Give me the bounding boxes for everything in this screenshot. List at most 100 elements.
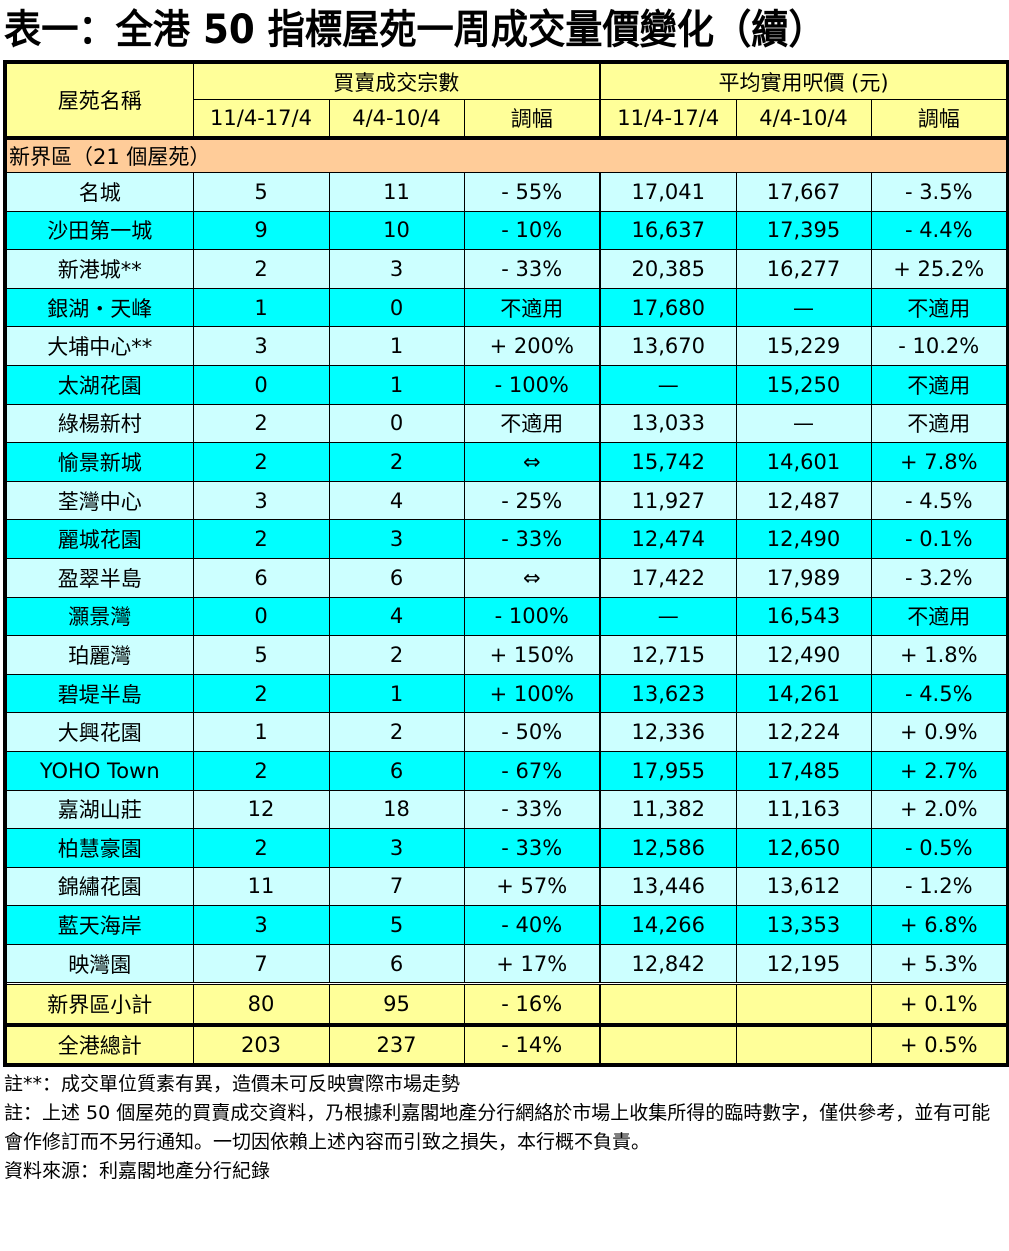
- estate-name-cell: 錦繡花園: [3, 866, 194, 907]
- tx-previous-cell: 7: [328, 866, 465, 907]
- px-previous-cell: 12,224: [735, 712, 872, 752]
- section-new-territories: 新界區（21 個屋苑）: [3, 136, 1009, 173]
- px-previous-cell: 12,490: [735, 519, 872, 559]
- table-row: 麗城花園 2 3- 33% 12,474 12,490- 0.1%: [3, 519, 1009, 559]
- table-row: 大興花園 1 2- 50% 12,336 12,224 + 0.9%: [3, 712, 1009, 752]
- table-row: 愉景新城 2 2 ⇔ 15,742 14,601 + 7.8%: [3, 442, 1009, 482]
- px-change-cell: - 4.5%: [870, 673, 1009, 714]
- tx-previous-cell: 5: [328, 905, 465, 945]
- tx-current-cell: 3: [192, 326, 330, 366]
- estate-name-cell: 太湖花園: [3, 364, 194, 405]
- table-row: 綠楊新村 2 0 不適用 13,033— 不適用: [3, 403, 1009, 444]
- total-row: 全港總計 203 237- 14% + 0.5%: [3, 1023, 1009, 1068]
- px-current-cell: 13,033: [599, 403, 737, 444]
- page-title: 表一：全港 50 指標屋苑一周成交量價變化（續）: [4, 7, 826, 53]
- tx-previous-cell: 3: [328, 519, 465, 559]
- px-previous-cell: 14,261: [735, 673, 872, 714]
- px-previous-cell: 17,989: [735, 557, 872, 598]
- tx-previous-cell: 237: [328, 1023, 465, 1068]
- tx-previous-cell: 10: [328, 210, 465, 251]
- px-current-cell: 17,680: [599, 287, 737, 328]
- tx-previous-cell: 4: [328, 480, 465, 521]
- px-change-cell: 不適用: [870, 364, 1009, 405]
- tx-current-cell: 1: [192, 287, 330, 328]
- tx-current-cell: 2: [192, 828, 330, 868]
- tx-previous-cell: 0: [328, 287, 465, 328]
- table-row: 銀湖・天峰 1 0 不適用 17,680— 不適用: [3, 287, 1009, 328]
- px-current-cell: 17,041: [599, 172, 737, 212]
- px-change-cell: - 10.2%: [870, 326, 1009, 366]
- tx-change-cell: + 100%: [463, 673, 601, 714]
- estate-name-cell: 大埔中心**: [3, 326, 194, 366]
- table-row: 太湖花園 0 1- 100% —15,250 不適用: [3, 364, 1009, 405]
- tx-current-cell: 2: [192, 750, 330, 791]
- px-current-cell: 12,474: [599, 519, 737, 559]
- tx-change-cell: + 57%: [463, 866, 601, 907]
- tx-previous-cell: 6: [328, 750, 465, 791]
- estate-name-cell: 灝景灣: [3, 596, 194, 637]
- estate-name-cell: 柏慧豪園: [3, 828, 194, 868]
- px-previous-cell: 13,353: [735, 905, 872, 945]
- px-change-cell: - 4.5%: [870, 480, 1009, 521]
- tx-change-cell: ⇔: [463, 557, 601, 598]
- px-previous-cell: —: [735, 287, 872, 328]
- px-change-cell: - 3.5%: [870, 172, 1009, 212]
- tx-previous-cell: 18: [328, 789, 465, 830]
- px-current-cell: 11,927: [599, 480, 737, 521]
- px-change-cell: + 0.1%: [870, 982, 1009, 1026]
- px-previous-cell: 12,195: [735, 943, 872, 985]
- px-current-cell: 12,842: [599, 943, 737, 985]
- px-change-cell: + 5.3%: [870, 943, 1009, 985]
- tx-current-cell: 2: [192, 442, 330, 482]
- tx-current-cell: 3: [192, 480, 330, 521]
- px-current-cell: [599, 1023, 737, 1068]
- px-current-cell: 12,586: [599, 828, 737, 868]
- tx-change-cell: + 17%: [463, 943, 601, 985]
- table-row: 荃灣中心 3 4- 25% 11,927 12,487- 4.5%: [3, 480, 1009, 521]
- tx-previous-cell: 1: [328, 326, 465, 366]
- tx-current-cell: 5: [192, 635, 330, 675]
- table-row: 碧堤半島 2 1 + 100% 13,623 14,261- 4.5%: [3, 673, 1009, 714]
- table-row: 映灣園 7 6 + 17% 12,842 12,195 + 5.3%: [3, 943, 1009, 985]
- px-previous-cell: [735, 1023, 872, 1068]
- tx-current-cell: 6: [192, 557, 330, 598]
- table-row: 灝景灣 0 4- 100% —16,543 不適用: [3, 596, 1009, 637]
- table-row: 大埔中心** 3 1 + 200% 13,670 15,229- 10.2%: [3, 326, 1009, 366]
- px-previous-cell: 11,163: [735, 789, 872, 830]
- tx-previous-cell: 1: [328, 673, 465, 714]
- header-group-price: 平均實用呎價 (元): [599, 60, 1009, 100]
- px-current-cell: 13,446: [599, 866, 737, 907]
- tx-previous-cell: 3: [328, 828, 465, 868]
- px-previous-cell: 12,487: [735, 480, 872, 521]
- tx-change-cell: + 150%: [463, 635, 601, 675]
- tx-change-cell: 不適用: [463, 403, 601, 444]
- px-change-cell: - 4.4%: [870, 210, 1009, 251]
- tx-change-cell: - 100%: [463, 596, 601, 637]
- tx-current-cell: 3: [192, 905, 330, 945]
- tx-current-cell: 203: [192, 1023, 330, 1068]
- px-current-cell: 13,623: [599, 673, 737, 714]
- tx-previous-cell: 2: [328, 635, 465, 675]
- tx-change-cell: - 33%: [463, 519, 601, 559]
- tx-previous-cell: 4: [328, 596, 465, 637]
- header-tx-previous: 4/4-10/4: [328, 99, 465, 139]
- px-change-cell: + 6.8%: [870, 905, 1009, 945]
- tx-current-cell: 2: [192, 673, 330, 714]
- px-current-cell: 17,422: [599, 557, 737, 598]
- px-current-cell: 11,382: [599, 789, 737, 830]
- table-row: 藍天海岸 3 5- 40% 14,266 13,353 + 6.8%: [3, 905, 1009, 945]
- px-previous-cell: [735, 982, 872, 1026]
- px-change-cell: + 1.8%: [870, 635, 1009, 675]
- header-tx-current: 11/4-17/4: [192, 99, 330, 139]
- tx-change-cell: - 33%: [463, 789, 601, 830]
- px-change-cell: - 3.2%: [870, 557, 1009, 598]
- table-row: 錦繡花園 11 7 + 57% 13,446 13,612- 1.2%: [3, 866, 1009, 907]
- px-previous-cell: 17,667: [735, 172, 872, 212]
- tx-change-cell: - 16%: [463, 982, 601, 1026]
- estate-name-cell: 藍天海岸: [3, 905, 194, 945]
- estate-name-cell: YOHO Town: [3, 750, 194, 791]
- px-previous-cell: 15,250: [735, 364, 872, 405]
- header-estate-name: 屋苑名稱: [3, 60, 194, 139]
- subtotal-row: 新界區小計 80 95- 16% + 0.1%: [3, 982, 1009, 1026]
- px-previous-cell: 14,601: [735, 442, 872, 482]
